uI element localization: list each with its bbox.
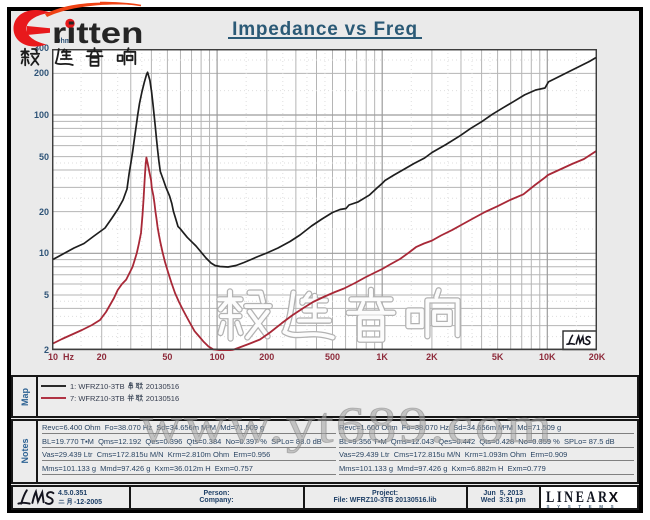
svg-text:LINEAR: LINEAR	[546, 488, 610, 506]
svg-text:X: X	[609, 489, 619, 506]
svg-text:SYSTEMS: SYSTEMS	[547, 504, 622, 509]
svg-text:ritten: ritten	[52, 17, 143, 50]
